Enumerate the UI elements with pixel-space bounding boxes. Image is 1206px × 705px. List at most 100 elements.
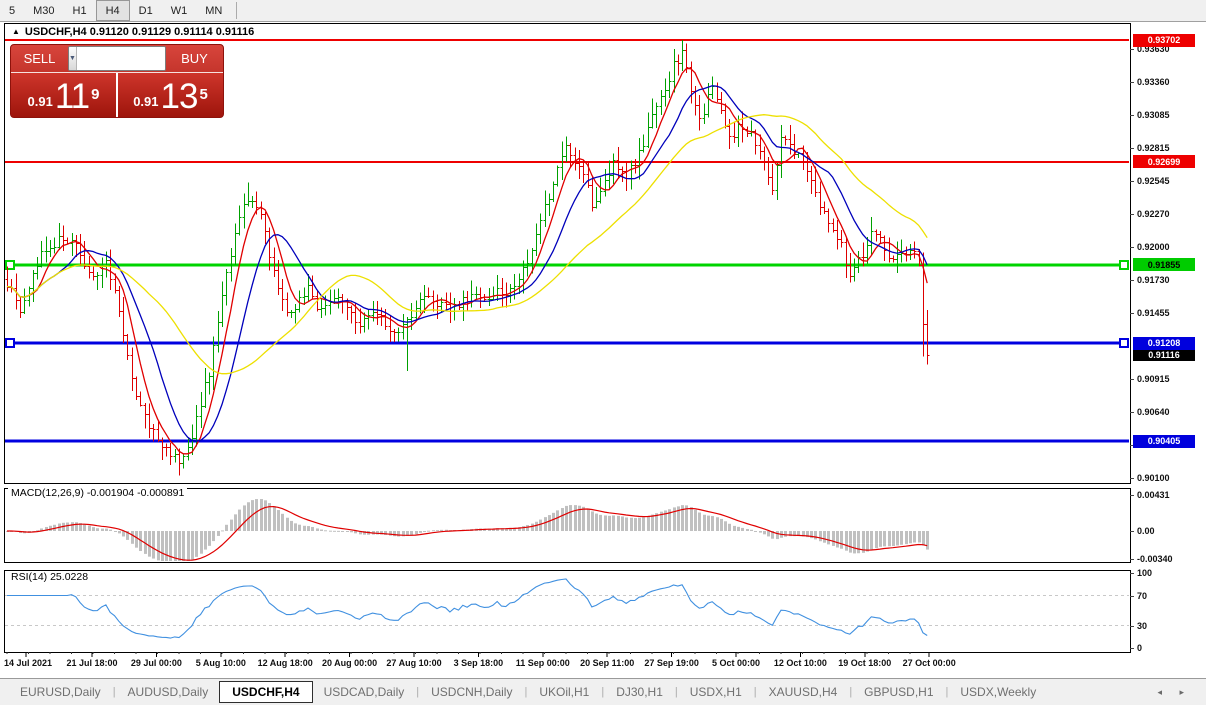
buy-button[interactable]: BUY [181,51,208,66]
tab-divider: | [112,686,116,698]
price-badge: 0.91855 [1133,258,1195,272]
price-tick: 0.90640 [1137,407,1170,418]
macd-label: MACD(12,26,9) -0.001904 -0.000891 [8,487,188,499]
buy-price-big: 13 [160,77,199,116]
sell-price-prefix: 0.91 [27,94,53,109]
buy-price-sup: 5 [199,86,208,103]
rsi-tick: 30 [1137,620,1148,631]
time-tick: 3 Sep 18:00 [453,658,504,668]
time-tick: 5 Aug 10:00 [195,658,246,668]
tab-divider: | [674,686,678,698]
price-badge: 0.91116 [1133,348,1195,362]
time-tick: 20 Sep 11:00 [580,658,635,668]
price-tick: 0.93630 [1137,43,1170,54]
tab-usdchf-h4[interactable]: USDCHF,H4 [219,681,313,703]
axis-tick-mark [1130,412,1134,414]
rsi-label: RSI(14) 25.0228 [8,571,92,583]
tab-divider: | [601,686,605,698]
time-tick: 12 Aug 18:00 [257,658,313,668]
tab-usdx-h1[interactable]: USDX,H1 [689,685,742,699]
collapse-chart-icon[interactable]: ▲ [12,26,20,36]
sell-price-sup: 9 [91,86,100,103]
tab-dj30-h1[interactable]: DJ30,H1 [616,685,663,699]
sell-button[interactable]: SELL [23,51,56,66]
time-tick: 11 Sep 00:00 [515,658,570,668]
timeframe-w1[interactable]: W1 [170,4,188,17]
axis-tick-mark [1130,531,1134,532]
timeframe-m30[interactable]: M30 [33,4,55,17]
sell-price-button[interactable]: 0.91 11 9 [11,73,118,117]
axis-tick-mark [1130,559,1134,561]
time-axis[interactable]: 14 Jul 2021 21 Jul 18:00 29 Jul 00:00 5 Aug… [0,658,1206,672]
timeframe-d1[interactable]: D1 [138,4,153,17]
volume-input[interactable] [76,47,165,70]
rsi-tick: 100 [1137,568,1153,578]
tab-xauusd-h4[interactable]: XAUUSD,H4 [768,685,838,699]
axis-tick-mark [1130,478,1134,480]
price-tick: 0.90915 [1137,373,1170,384]
tab-audusd-daily[interactable]: AUDUSD,Daily [127,685,209,699]
arrow-down-icon: ▼ [69,55,76,62]
axis-tick-mark [1130,378,1134,380]
tab-usdcnh-daily[interactable]: USDCNH,Daily [431,685,513,699]
price-tick: 0.92545 [1137,175,1170,186]
axis-tick-mark [1130,180,1134,182]
tab-eurusd-daily[interactable]: EURUSD,Daily [20,685,101,699]
tab-divider: | [753,686,757,698]
timeframe-h4[interactable]: H4 [95,0,130,21]
tab-divider: | [945,686,949,698]
buy-price-button[interactable]: 0.91 13 5 [118,73,223,117]
price-badge: 0.91208 [1133,336,1195,350]
time-tick: 27 Oct 00:00 [902,658,956,668]
price-tick: 0.92000 [1137,242,1170,252]
axis-tick-mark [1130,625,1134,627]
time-tick: 29 Jul 00:00 [130,658,182,668]
tab-scroll-left-icon[interactable]: ◂ [1157,687,1162,697]
price-tick: 0.91455 [1137,308,1170,319]
tab-divider: | [524,686,528,698]
time-tick: 27 Aug 10:00 [386,658,442,668]
tab-scroll-right-icon[interactable]: ▸ [1179,687,1184,697]
axis-tick-mark [1130,573,1134,574]
time-tick: 21 Jul 18:00 [66,658,118,668]
axis-tick-mark [1130,48,1134,50]
sell-price-big: 11 [54,77,90,116]
tab-divider: | [416,686,420,698]
volume-decrease-button[interactable]: ▼ [69,47,77,70]
rsi-tick: 70 [1137,590,1148,601]
axis-tick-mark [1130,81,1134,83]
timeframe-toolbar: 5 M30 H1 H4 D1 W1 MN [0,0,1206,22]
price-tick: 0.91730 [1137,274,1170,285]
tab-usdx-weekly[interactable]: USDX,Weekly [960,685,1037,699]
timeframe-mn[interactable]: MN [205,4,223,17]
time-tick: 5 Oct 00:00 [711,658,761,668]
rsi-tick: 0 [1137,643,1143,653]
tab-ukoil-h1[interactable]: UKOil,H1 [539,685,590,699]
price-axis[interactable]: 0.93630 0.93360 0.93085 0.92815 0.92545 0.922… [1130,23,1206,671]
axis-tick-mark [1130,648,1134,649]
timeframe-h1[interactable]: H1 [72,4,87,17]
axis-tick-mark [1130,147,1134,149]
axis-tick-mark [1130,595,1134,597]
toolbar-separator [236,2,238,19]
axis-tick-mark [1130,445,1134,447]
tab-gbpusd-h1[interactable]: GBPUSD,H1 [864,685,934,699]
macd-tick: 0.00431 [1137,489,1170,500]
chart-title: ▲ USDCHF,H4 0.91120 0.91129 0.91114 0.91… [10,26,259,38]
axis-tick-mark [1130,115,1134,117]
axis-tick-mark [1130,279,1134,281]
one-click-trading-panel: SELL ▼ ▲ BUY 0.91 11 9 0.91 13 5 [10,44,224,118]
chart-plot-area[interactable] [4,23,1131,663]
axis-tick-mark [1130,494,1134,496]
macd-tick: -0.00340 [1137,554,1173,565]
tab-usdcad-daily[interactable]: USDCAD,Daily [323,685,405,699]
time-tick: 20 Aug 00:00 [321,658,378,668]
price-tick: 0.90100 [1137,473,1170,484]
timeframe-5[interactable]: 5 [9,4,16,17]
axis-tick-mark [1130,247,1134,248]
axis-tick-mark [1130,214,1134,216]
time-tick: 14 Jul 2021 [4,658,53,668]
price-tick: 0.92270 [1137,209,1170,220]
price-badge: 0.92699 [1133,155,1195,169]
chart-tabbar: ◂ ▸ EURUSD,Daily | AUDUSD,Daily USDCHF,H4 US… [0,678,1206,705]
